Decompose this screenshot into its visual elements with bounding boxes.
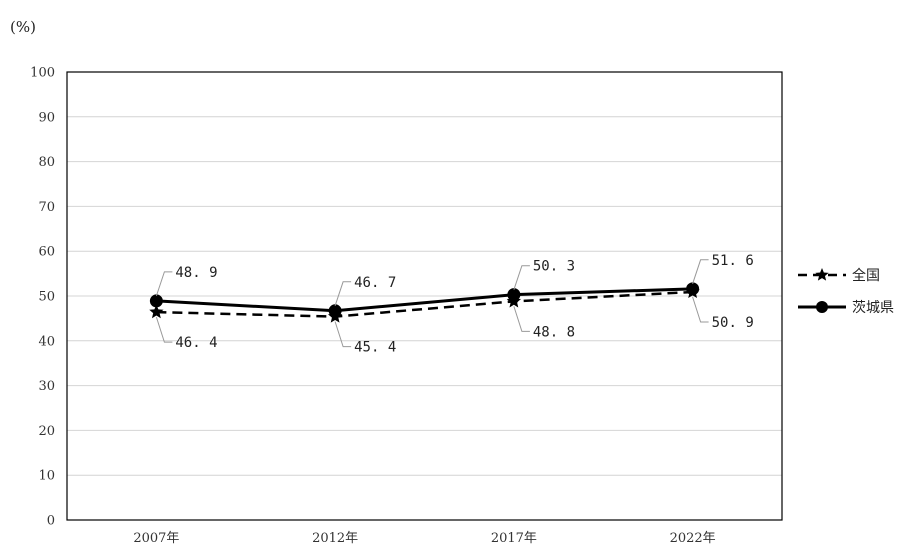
x-tick-label: 2012年: [312, 531, 358, 546]
gridlines: [67, 71, 782, 521]
data-label: 48. 9: [175, 265, 217, 281]
y-tick-label: 10: [38, 469, 55, 484]
x-tick-label: 2007年: [133, 531, 179, 546]
circle-marker: [149, 294, 163, 308]
y-tick-label: 0: [47, 514, 55, 529]
x-axis-ticks: 2007年 2012年 2017年 2022年: [133, 531, 715, 546]
series-line: [156, 290, 693, 318]
x-tick-label: 2022年: [670, 531, 716, 546]
data-label: 46. 4: [175, 335, 217, 351]
star-marker: [149, 304, 164, 319]
plot-area-border: [66, 71, 783, 521]
legend-label: 全国: [852, 267, 880, 284]
y-tick-label: 20: [38, 424, 55, 439]
data-labels: 46. 4 45. 4 48. 8 50. 9 48. 9 46. 7 50. 3 51. 6: [155, 253, 754, 356]
y-tick-label: 30: [38, 379, 55, 394]
leader-line: [155, 271, 173, 297]
unit-label: (%): [10, 18, 36, 36]
leader-line: [692, 296, 709, 323]
leader-line: [155, 316, 173, 343]
series-layer: [149, 282, 700, 323]
y-tick-label: 70: [38, 200, 55, 215]
y-tick-label: 100: [30, 66, 55, 81]
y-tick-label: 60: [38, 245, 55, 260]
legend-label: 茨城県: [852, 300, 894, 316]
y-tick-label: 50: [38, 290, 55, 305]
leader-line: [692, 259, 709, 284]
data-label: 46. 7: [354, 275, 396, 291]
leader-line: [334, 321, 352, 348]
data-label: 45. 4: [354, 340, 396, 356]
leader-line: [513, 265, 530, 290]
x-tick-label: 2017年: [491, 531, 537, 546]
circle-marker: [507, 288, 521, 302]
leader-line: [334, 281, 352, 306]
data-label: 50. 9: [712, 315, 754, 331]
circle-marker: [328, 304, 342, 318]
y-tick-label: 90: [38, 110, 55, 125]
data-label: 50. 3: [533, 259, 575, 275]
circle-marker: [686, 282, 700, 296]
star-marker: [815, 268, 829, 281]
leader-line: [513, 306, 530, 332]
y-tick-label: 80: [38, 155, 55, 170]
data-label: 51. 6: [712, 253, 754, 269]
data-label: 48. 8: [533, 324, 575, 340]
y-tick-label: 40: [38, 334, 55, 349]
circle-marker: [816, 301, 828, 313]
y-axis-ticks: 0 10 20 30 40 50 60 70 80 90 100: [30, 66, 55, 529]
series-line: [156, 287, 693, 313]
